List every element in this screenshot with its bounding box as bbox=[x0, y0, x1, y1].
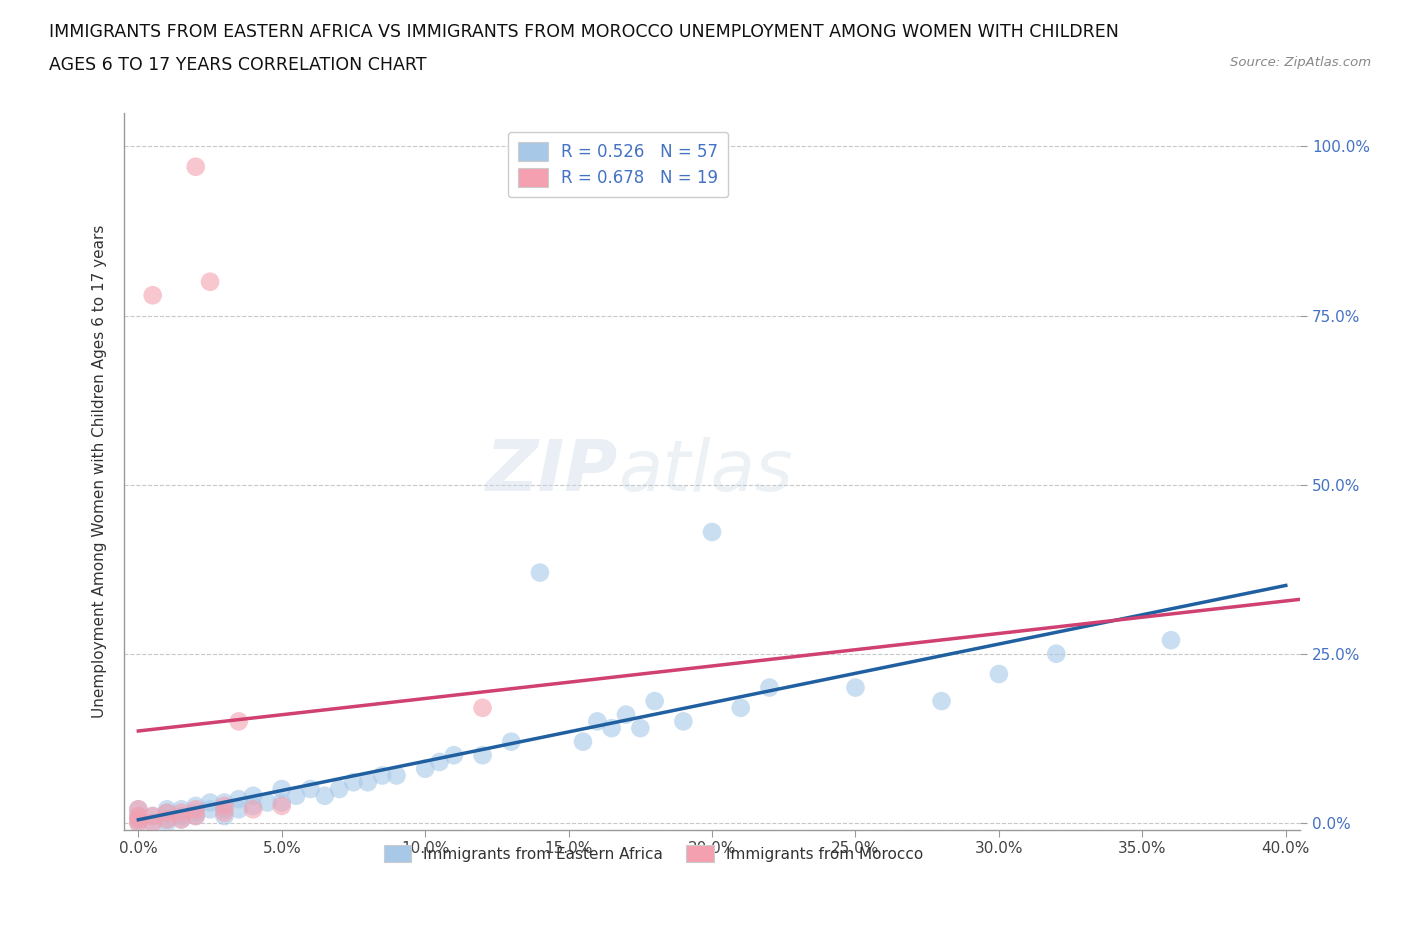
Point bbox=[529, 565, 551, 580]
Point bbox=[1045, 646, 1067, 661]
Point bbox=[170, 808, 193, 823]
Point bbox=[600, 721, 623, 736]
Point bbox=[931, 694, 953, 709]
Point bbox=[270, 781, 292, 796]
Point bbox=[1160, 632, 1182, 647]
Point bbox=[628, 721, 651, 736]
Point bbox=[127, 802, 149, 817]
Point bbox=[214, 808, 236, 823]
Point bbox=[256, 795, 278, 810]
Point bbox=[730, 700, 752, 715]
Point bbox=[127, 812, 149, 827]
Point bbox=[242, 802, 264, 817]
Point bbox=[184, 808, 207, 823]
Point bbox=[156, 812, 179, 827]
Point bbox=[142, 808, 165, 823]
Point bbox=[142, 287, 165, 302]
Point bbox=[127, 808, 149, 823]
Point bbox=[127, 816, 149, 830]
Text: AGES 6 TO 17 YEARS CORRELATION CHART: AGES 6 TO 17 YEARS CORRELATION CHART bbox=[49, 56, 426, 73]
Point bbox=[156, 805, 179, 820]
Legend: Immigrants from Eastern Africa, Immigrants from Morocco: Immigrants from Eastern Africa, Immigran… bbox=[377, 839, 929, 869]
Point bbox=[156, 802, 179, 817]
Point bbox=[127, 812, 149, 827]
Point bbox=[758, 680, 780, 695]
Point bbox=[198, 795, 221, 810]
Point bbox=[270, 795, 292, 810]
Point bbox=[198, 802, 221, 817]
Point bbox=[184, 808, 207, 823]
Point bbox=[127, 808, 149, 823]
Point bbox=[228, 714, 250, 729]
Point bbox=[170, 812, 193, 827]
Point bbox=[586, 714, 609, 729]
Point bbox=[672, 714, 695, 729]
Point bbox=[328, 781, 350, 796]
Point bbox=[184, 802, 207, 817]
Point bbox=[987, 667, 1010, 682]
Point bbox=[214, 795, 236, 810]
Point bbox=[156, 805, 179, 820]
Point bbox=[228, 802, 250, 817]
Point bbox=[700, 525, 723, 539]
Point bbox=[299, 781, 322, 796]
Point bbox=[413, 762, 436, 777]
Point bbox=[614, 707, 637, 722]
Point bbox=[342, 775, 364, 790]
Text: ZIP: ZIP bbox=[485, 436, 619, 506]
Point bbox=[127, 816, 149, 830]
Point bbox=[501, 734, 523, 749]
Point bbox=[156, 816, 179, 830]
Point bbox=[142, 816, 165, 830]
Point bbox=[156, 812, 179, 827]
Point bbox=[443, 748, 465, 763]
Point bbox=[170, 805, 193, 820]
Point bbox=[314, 789, 336, 804]
Y-axis label: Unemployment Among Women with Children Ages 6 to 17 years: Unemployment Among Women with Children A… bbox=[93, 224, 107, 718]
Point bbox=[371, 768, 394, 783]
Point bbox=[228, 791, 250, 806]
Point bbox=[142, 808, 165, 823]
Point bbox=[184, 159, 207, 174]
Point bbox=[357, 775, 380, 790]
Point bbox=[270, 799, 292, 814]
Point bbox=[214, 802, 236, 817]
Point bbox=[214, 805, 236, 820]
Point bbox=[170, 812, 193, 827]
Point bbox=[385, 768, 408, 783]
Point bbox=[184, 805, 207, 820]
Point bbox=[142, 816, 165, 830]
Point bbox=[471, 748, 494, 763]
Point bbox=[471, 700, 494, 715]
Point bbox=[242, 799, 264, 814]
Text: IMMIGRANTS FROM EASTERN AFRICA VS IMMIGRANTS FROM MOROCCO UNEMPLOYMENT AMONG WOM: IMMIGRANTS FROM EASTERN AFRICA VS IMMIGR… bbox=[49, 23, 1119, 41]
Point bbox=[242, 789, 264, 804]
Point bbox=[429, 754, 451, 769]
Point bbox=[170, 802, 193, 817]
Text: Source: ZipAtlas.com: Source: ZipAtlas.com bbox=[1230, 56, 1371, 69]
Text: atlas: atlas bbox=[619, 436, 793, 506]
Point bbox=[198, 274, 221, 289]
Point bbox=[572, 734, 595, 749]
Point bbox=[184, 799, 207, 814]
Point bbox=[127, 802, 149, 817]
Point bbox=[644, 694, 666, 709]
Point bbox=[844, 680, 866, 695]
Point bbox=[214, 799, 236, 814]
Point bbox=[285, 789, 308, 804]
